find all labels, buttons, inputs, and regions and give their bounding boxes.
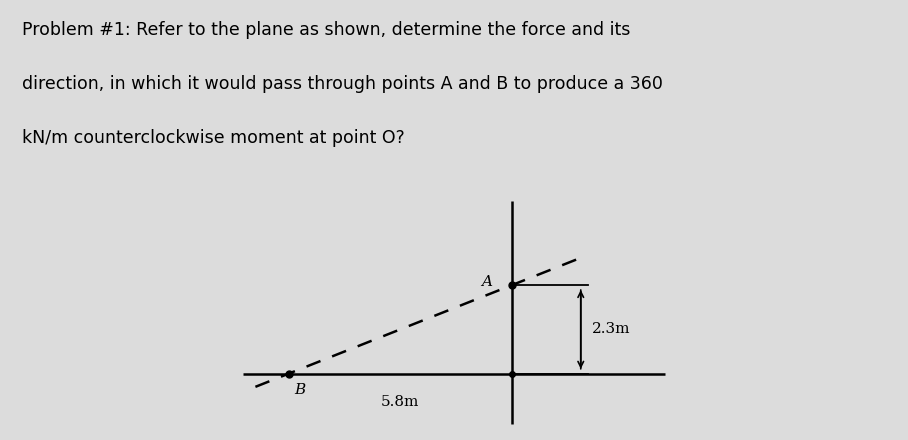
Text: kN/m counterclockwise moment at point O?: kN/m counterclockwise moment at point O? [23, 129, 405, 147]
Text: 2.3m: 2.3m [592, 323, 631, 337]
Text: Problem #1: Refer to the plane as shown, determine the force and its: Problem #1: Refer to the plane as shown,… [23, 22, 631, 40]
Text: B: B [294, 383, 306, 397]
Text: direction, in which it would pass through points A and B to produce a 360: direction, in which it would pass throug… [23, 75, 663, 93]
Text: A: A [481, 275, 492, 289]
Text: 5.8m: 5.8m [381, 395, 419, 409]
